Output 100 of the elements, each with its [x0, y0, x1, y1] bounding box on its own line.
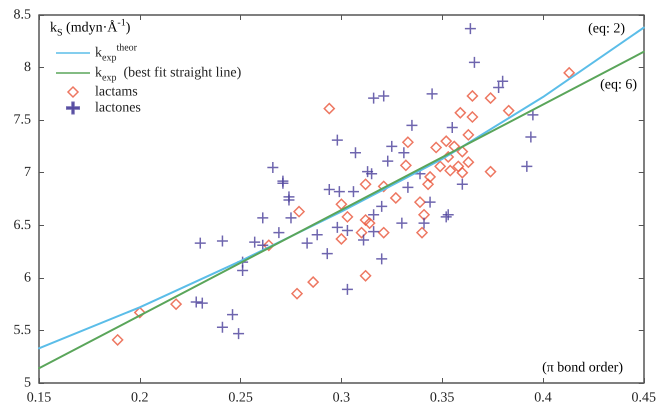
point [310, 228, 324, 241]
point [331, 221, 344, 234]
point [284, 212, 298, 224]
x-tick-label: 0.35 [430, 390, 454, 406]
point [307, 276, 319, 288]
y-tick-label: 8.5 [14, 8, 31, 22]
point [226, 308, 239, 321]
y-tick-label: 8 [24, 60, 31, 76]
x-tick-label: 0.4 [534, 390, 552, 406]
point [492, 81, 505, 94]
point [396, 216, 408, 230]
point [402, 181, 414, 194]
y-tick-label: 6 [24, 270, 31, 286]
point [293, 206, 305, 218]
point [367, 208, 380, 222]
y-tick-label: 5.5 [14, 322, 31, 338]
point [331, 134, 344, 146]
point [291, 288, 303, 300]
point [272, 226, 286, 239]
point [196, 296, 209, 310]
point [360, 214, 372, 226]
point [263, 240, 275, 252]
point [321, 247, 334, 260]
annotation: (eq: 6) [600, 78, 638, 92]
y-tick-label: 5 [24, 376, 31, 390]
x-tick-label: 0.3 [332, 390, 350, 406]
point [502, 104, 514, 116]
point [520, 160, 534, 173]
point [448, 140, 460, 152]
point [357, 234, 370, 246]
point [434, 160, 446, 172]
point [360, 178, 372, 190]
y-tick-label: 7.5 [14, 112, 31, 128]
point [466, 111, 478, 123]
point [418, 209, 430, 221]
point [336, 198, 348, 210]
point [424, 171, 436, 183]
x-axis-title: (π bond order) [542, 360, 624, 376]
point [524, 130, 538, 144]
x-tick-label: 0.25 [228, 390, 253, 406]
point [381, 154, 394, 168]
x-tick-label: 0.2 [131, 390, 149, 406]
point [324, 102, 336, 114]
point [194, 236, 207, 250]
point [375, 252, 388, 266]
y-tick-label: 7 [24, 165, 31, 180]
x-tick-label: 0.15 [26, 390, 52, 406]
point [300, 236, 314, 250]
point [333, 185, 346, 198]
point [402, 136, 414, 148]
point [365, 168, 378, 180]
point [444, 164, 456, 176]
point [170, 298, 182, 310]
point [266, 161, 280, 174]
point [390, 192, 402, 204]
point [456, 178, 469, 191]
point [426, 88, 438, 100]
point [456, 146, 468, 158]
point [378, 180, 390, 192]
point [336, 233, 348, 245]
point [377, 90, 390, 102]
point [416, 226, 428, 238]
point [462, 129, 474, 141]
point [462, 156, 474, 168]
point [466, 90, 478, 102]
point [323, 183, 336, 196]
point [356, 226, 368, 238]
point [406, 119, 418, 132]
point [422, 178, 434, 190]
point [341, 283, 354, 296]
point [424, 196, 436, 208]
point [456, 166, 468, 178]
y-tick-label: 6.5 [14, 218, 31, 233]
point [484, 166, 496, 178]
point [468, 56, 481, 69]
annotation: (eq: 2) [588, 22, 626, 36]
point [360, 270, 372, 282]
point [216, 321, 229, 334]
point [282, 190, 296, 204]
legend-label: lactones [95, 100, 141, 116]
point [398, 146, 410, 159]
point [341, 224, 354, 237]
point [454, 107, 466, 119]
point [430, 142, 442, 154]
point [236, 264, 249, 277]
point [496, 74, 509, 88]
point [367, 225, 380, 238]
point [446, 121, 458, 134]
point [190, 296, 202, 308]
point [347, 185, 360, 198]
point [418, 216, 430, 230]
point [342, 211, 354, 223]
point [442, 151, 454, 163]
point [414, 196, 426, 208]
x-tick-label: 0.45 [632, 390, 656, 406]
point [349, 146, 362, 159]
point [134, 306, 146, 318]
point [378, 226, 390, 238]
point [452, 160, 464, 172]
point [400, 160, 412, 172]
